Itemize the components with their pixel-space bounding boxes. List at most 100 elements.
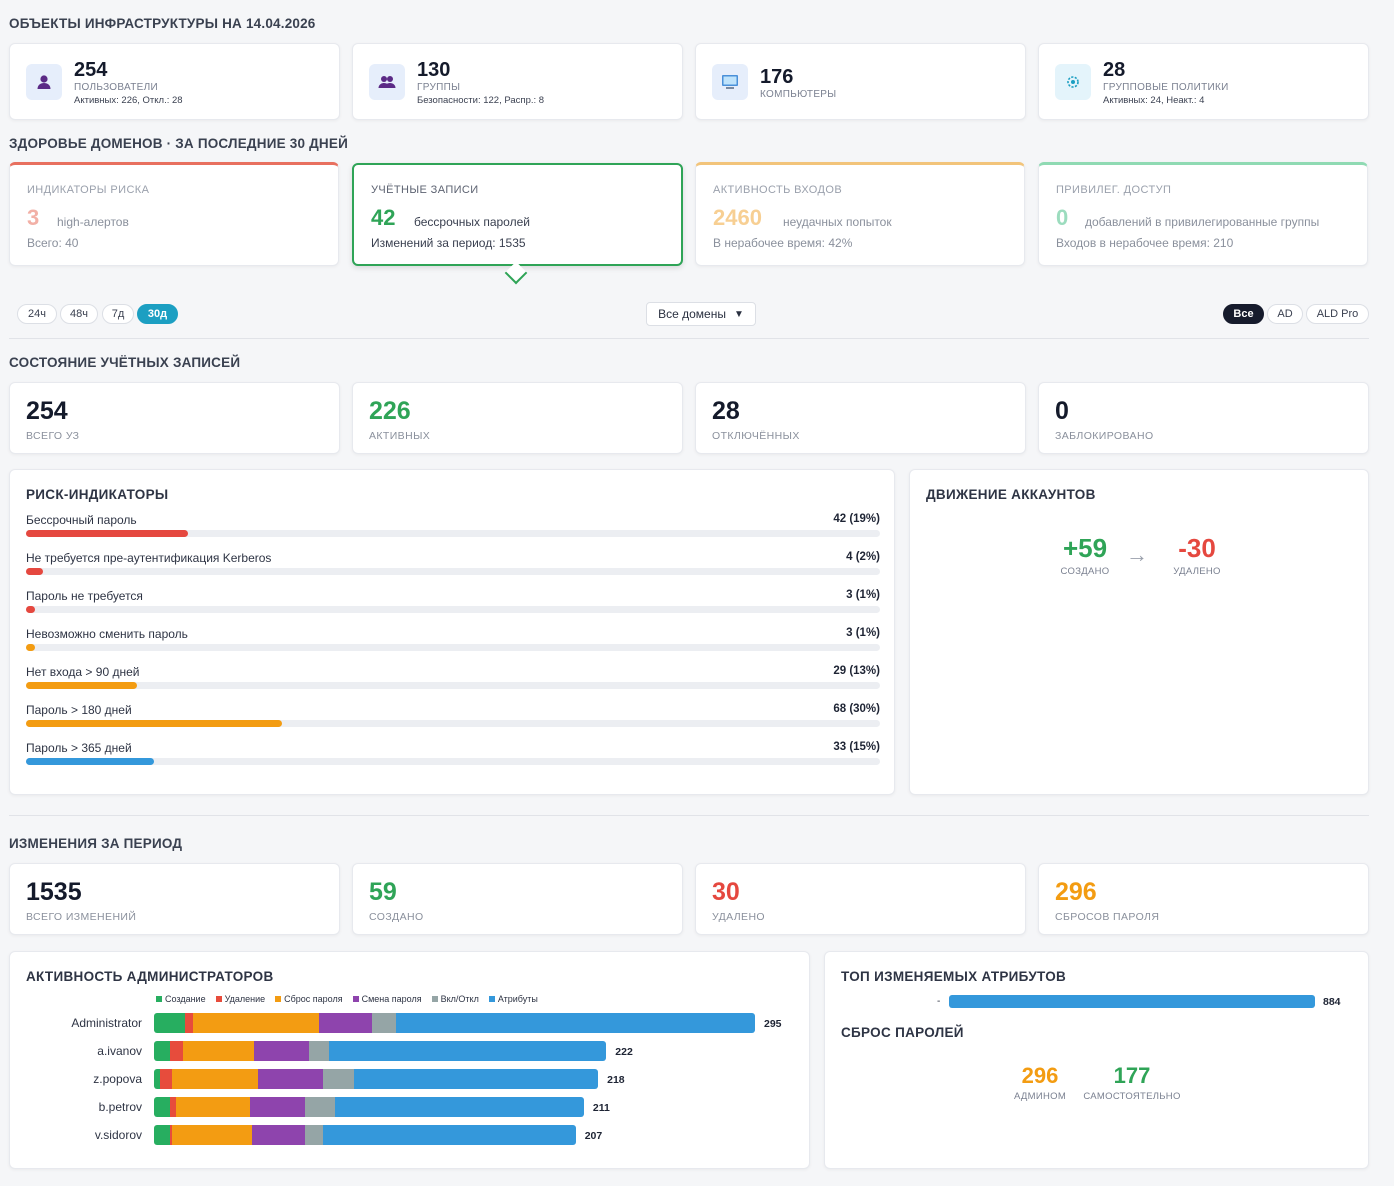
health-logins-foot: В нерабочее время: 42% bbox=[713, 236, 853, 250]
chart-bar-segment bbox=[308, 1041, 330, 1061]
chart-total-label: 295 bbox=[764, 1018, 782, 1030]
chart-bar-segment bbox=[323, 1125, 576, 1145]
changes-title: ИЗМЕНЕНИЯ ЗА ПЕРИОД bbox=[9, 836, 183, 851]
movement-created-label: СОЗДАНО bbox=[1060, 566, 1110, 577]
chart-stacked-bar[interactable] bbox=[154, 1125, 576, 1145]
users-count: 254 bbox=[74, 59, 108, 81]
stat-active-label: АКТИВНЫХ bbox=[369, 430, 431, 442]
chart-stacked-bar[interactable] bbox=[154, 1097, 584, 1117]
change-created-label: СОЗДАНО bbox=[369, 911, 424, 923]
source-aldpro-button[interactable]: ALD Pro bbox=[1306, 304, 1369, 324]
period-30d-button[interactable]: 30д bbox=[137, 304, 178, 324]
risk-title: РИСК-ИНДИКАТОРЫ bbox=[26, 487, 169, 502]
movement-deleted: -30 УДАЛЕНО bbox=[1162, 533, 1232, 577]
pwd-reset-admin: 296 АДМИНОМ bbox=[1005, 1063, 1075, 1102]
pwd-reset-title: СБРОС ПАРОЛЕЙ bbox=[841, 1025, 964, 1040]
health-card-accounts[interactable]: УЧЁТНЫЕ ЗАПИСИ 42 бессрочных паролей Изм… bbox=[352, 163, 683, 266]
chart-bar-segment bbox=[172, 1125, 252, 1145]
health-risk-head: ИНДИКАТОРЫ РИСКА bbox=[27, 184, 150, 196]
risk-row-value: 3 (1%) bbox=[846, 627, 880, 639]
risk-row-label: Невозможно сменить пароль bbox=[26, 627, 188, 641]
risk-row[interactable]: Бессрочный пароль 42 (19%) bbox=[26, 513, 880, 543]
computers-label: КОМПЬЮТЕРЫ bbox=[760, 89, 837, 100]
period-48h-button[interactable]: 48ч bbox=[60, 304, 98, 324]
infra-card-users[interactable]: 254 ПОЛЬЗОВАТЕЛИ Активных: 226, Откл.: 2… bbox=[9, 43, 340, 120]
chart-category-label: v.sidorov bbox=[94, 1128, 142, 1142]
chart-bar-segment bbox=[154, 1069, 161, 1089]
chart-bar-segment bbox=[257, 1069, 324, 1089]
attr-value: 884 bbox=[1323, 996, 1341, 1008]
domain-select[interactable]: Все домены ▼ bbox=[646, 302, 756, 326]
risk-row[interactable]: Пароль > 180 дней 68 (30%) bbox=[26, 703, 880, 733]
risk-row[interactable]: Пароль не требуется 3 (1%) bbox=[26, 589, 880, 619]
change-created-value: 59 bbox=[369, 878, 397, 906]
health-risk-value-label: high-алертов bbox=[57, 215, 129, 229]
chart-total-label: 207 bbox=[584, 1130, 603, 1142]
chart-stacked-bar[interactable] bbox=[154, 1041, 607, 1061]
risk-row-value: 3 (1%) bbox=[846, 589, 880, 601]
period-7d-button[interactable]: 7д bbox=[102, 304, 134, 324]
source-all-button[interactable]: Все bbox=[1223, 304, 1264, 324]
legend-swatch bbox=[488, 996, 495, 1002]
change-deleted-label: УДАЛЕНО bbox=[712, 911, 765, 923]
risk-row[interactable]: Нет входа > 90 дней 29 (13%) bbox=[26, 665, 880, 695]
infra-card-gpo[interactable]: 28 ГРУППОВЫЕ ПОЛИТИКИ Активных: 24, Неак… bbox=[1038, 43, 1369, 120]
groups-sub: Безопасности: 122, Распр.: 8 bbox=[417, 95, 545, 106]
legend-item: Атрибуты bbox=[488, 994, 538, 1004]
change-card-deleted: 30 УДАЛЕНО bbox=[695, 863, 1026, 935]
movement-deleted-value: -30 bbox=[1178, 533, 1216, 563]
risk-row[interactable]: Невозможно сменить пароль 3 (1%) bbox=[26, 627, 880, 657]
chart-bar-segment bbox=[170, 1097, 177, 1117]
legend-label: Создание bbox=[165, 994, 206, 1004]
health-priv-value: 0 bbox=[1056, 205, 1069, 230]
chart-bar-segment bbox=[160, 1069, 173, 1089]
period-24h-button[interactable]: 24ч bbox=[17, 304, 57, 324]
health-accounts-value: 42 bbox=[371, 205, 396, 230]
legend-item: Смена пароля bbox=[352, 994, 422, 1004]
users-sub: Активных: 226, Откл.: 28 bbox=[74, 95, 183, 106]
risk-row-label: Бессрочный пароль bbox=[26, 513, 137, 527]
infra-card-computers[interactable]: 176 КОМПЬЮТЕРЫ bbox=[695, 43, 1026, 120]
health-card-logins[interactable]: АКТИВНОСТЬ ВХОДОВ 2460 неудачных попыток… bbox=[695, 162, 1025, 266]
risk-row-label: Пароль > 365 дней bbox=[26, 741, 132, 755]
health-card-privileged[interactable]: ПРИВИЛЕГ. ДОСТУП 0 добавлений в привилег… bbox=[1038, 162, 1368, 266]
movement-created-value: +59 bbox=[1062, 533, 1108, 563]
chart-row: a.ivanov 222 bbox=[10, 1041, 790, 1061]
source-ad-button[interactable]: AD bbox=[1267, 304, 1303, 324]
chart-bar-segment bbox=[253, 1041, 309, 1061]
divider bbox=[9, 815, 1369, 816]
chart-bar-segment bbox=[182, 1041, 254, 1061]
legend-swatch bbox=[156, 996, 162, 1002]
risk-row-label: Пароль > 180 дней bbox=[26, 703, 132, 717]
chart-bar-segment bbox=[323, 1069, 354, 1089]
chart-stacked-bar[interactable] bbox=[154, 1069, 599, 1089]
chart-stacked-bar[interactable] bbox=[154, 1013, 755, 1033]
infra-title: ОБЪЕКТЫ ИНФРАСТРУКТУРЫ НА 14.04.2026 bbox=[9, 16, 316, 31]
stat-disabled-value: 28 bbox=[712, 397, 740, 425]
divider bbox=[9, 338, 1369, 339]
health-accounts-value-label: бессрочных паролей bbox=[414, 215, 530, 229]
health-card-risk[interactable]: ИНДИКАТОРЫ РИСКА 3 high-алертов Всего: 4… bbox=[9, 162, 339, 266]
health-accounts-foot: Изменений за период: 1535 bbox=[371, 236, 526, 250]
admin-activity-panel: АКТИВНОСТЬ АДМИНИСТРАТОРОВ Создание Удале… bbox=[9, 951, 810, 1169]
pwd-reset-admin-label: АДМИНОМ bbox=[1013, 1091, 1067, 1102]
chart-bar-segment bbox=[353, 1069, 599, 1089]
chart-bar-segment bbox=[154, 1041, 171, 1061]
change-resets-value: 296 bbox=[1055, 878, 1097, 906]
risk-row-value: 33 (15%) bbox=[833, 741, 880, 753]
change-card-total: 1535 ВСЕГО ИЗМЕНЕНИЙ bbox=[9, 863, 340, 935]
chart-row: v.sidorov 207 bbox=[10, 1125, 790, 1145]
chevron-down-icon: ▼ bbox=[733, 308, 744, 320]
chart-total-label: 211 bbox=[592, 1102, 610, 1114]
legend-item: Удаление bbox=[215, 994, 265, 1004]
chart-bar-segment bbox=[170, 1125, 173, 1145]
computers-count: 176 bbox=[760, 66, 794, 88]
infra-card-groups[interactable]: 130 ГРУППЫ Безопасности: 122, Распр.: 8 bbox=[352, 43, 683, 120]
risk-row-bar bbox=[26, 644, 35, 651]
change-total-value: 1535 bbox=[26, 878, 82, 906]
risk-row[interactable]: Не требуется пре-аутентификация Kerberos… bbox=[26, 551, 880, 581]
change-deleted-value: 30 bbox=[712, 878, 740, 906]
risk-row-value: 42 (19%) bbox=[833, 513, 880, 525]
risk-row[interactable]: Пароль > 365 дней 33 (15%) bbox=[26, 741, 880, 771]
chart-row: b.petrov 211 bbox=[10, 1097, 790, 1117]
